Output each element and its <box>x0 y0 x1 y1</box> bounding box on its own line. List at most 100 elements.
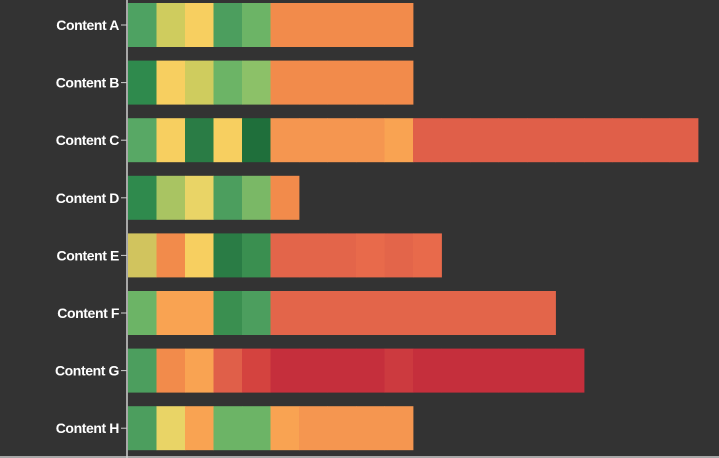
bar-segment <box>242 118 271 163</box>
bar-segment <box>270 3 300 47</box>
bar-segment <box>242 233 271 278</box>
bar-segment <box>128 348 157 393</box>
bar-segment <box>384 3 414 47</box>
bar-segment <box>128 60 157 105</box>
bar-segment <box>641 118 670 163</box>
bar-segment <box>185 291 214 335</box>
bar-segment <box>384 233 414 278</box>
bar-segment <box>584 118 613 163</box>
bar-segment <box>527 348 556 393</box>
bar-segment <box>156 406 186 451</box>
bar-segment <box>213 406 243 451</box>
bar-segment <box>185 233 214 278</box>
bar-8 <box>128 406 414 451</box>
bar-segment <box>156 291 186 335</box>
bar-segment <box>242 175 271 220</box>
category-label: Content H <box>56 420 120 436</box>
bar-1 <box>128 3 414 47</box>
bar-segment <box>384 118 414 163</box>
bar-segment <box>213 3 243 47</box>
category-label: Content F <box>57 305 120 321</box>
bar-segment <box>128 406 157 451</box>
bar-segment <box>213 118 243 163</box>
bar-segment <box>270 406 300 451</box>
bar-segment <box>299 406 328 451</box>
bar-segment <box>270 233 300 278</box>
bar-segment <box>327 118 357 163</box>
bar-segment <box>213 175 243 220</box>
bar-segment <box>384 406 414 451</box>
bar-7 <box>128 348 585 393</box>
category-label: Content B <box>56 75 120 91</box>
bar-segment <box>242 406 271 451</box>
category-label: Content A <box>56 17 119 33</box>
bar-segment <box>242 3 271 47</box>
bar-segment <box>213 348 243 393</box>
bar-segment <box>128 118 157 163</box>
bar-segment <box>327 406 357 451</box>
bar-3 <box>128 118 699 163</box>
bar-segment <box>356 60 385 105</box>
bar-6 <box>128 291 556 335</box>
bar-segment <box>185 118 214 163</box>
bar-segment <box>470 291 499 335</box>
bar-segment <box>356 3 385 47</box>
bar-segment <box>270 291 300 335</box>
bar-segment <box>213 233 243 278</box>
bar-segment <box>242 60 271 105</box>
bar-segment <box>185 3 214 47</box>
bar-segment <box>356 291 385 335</box>
bar-segment <box>185 60 214 105</box>
bar-segment <box>498 348 528 393</box>
bar-segment <box>270 175 300 220</box>
category-label: Content C <box>56 132 120 148</box>
bar-segment <box>470 118 499 163</box>
bar-segment <box>470 348 499 393</box>
bar-segment <box>299 3 328 47</box>
bar-segment <box>299 60 328 105</box>
bar-segment <box>413 348 442 393</box>
bar-segment <box>356 406 385 451</box>
bar-segment <box>356 118 385 163</box>
bar-segment <box>156 118 186 163</box>
bar-segment <box>242 291 271 335</box>
bar-segment <box>156 233 186 278</box>
bar-segment <box>128 291 157 335</box>
bar-segment <box>270 118 300 163</box>
bar-segment <box>498 291 528 335</box>
bar-segment <box>299 348 328 393</box>
bar-segment <box>185 175 214 220</box>
bar-segment <box>384 60 414 105</box>
bar-segment <box>527 118 556 163</box>
bar-segment <box>128 175 157 220</box>
bar-segment <box>213 291 243 335</box>
bar-segment <box>441 291 471 335</box>
bar-segment <box>156 175 186 220</box>
bar-segment <box>413 118 442 163</box>
bar-segment <box>555 348 585 393</box>
bar-4 <box>128 175 300 220</box>
bar-segment <box>555 118 585 163</box>
bar-segment <box>299 233 328 278</box>
bar-segment <box>156 60 186 105</box>
bar-2 <box>128 60 414 105</box>
bar-segment <box>384 348 414 393</box>
bar-segment <box>156 3 186 47</box>
bar-segment <box>356 348 385 393</box>
bar-segment <box>242 348 271 393</box>
category-label: Content D <box>56 190 120 206</box>
bar-segment <box>669 118 699 163</box>
bar-segment <box>299 118 328 163</box>
bar-segment <box>498 118 528 163</box>
bar-segment <box>128 233 157 278</box>
bar-segment <box>384 291 414 335</box>
bar-segment <box>270 348 300 393</box>
bar-segment <box>327 291 357 335</box>
bar-segment <box>327 60 357 105</box>
category-label: Content G <box>55 363 120 379</box>
bar-segment <box>413 233 442 278</box>
bar-5 <box>128 233 442 278</box>
bar-segment <box>327 233 357 278</box>
